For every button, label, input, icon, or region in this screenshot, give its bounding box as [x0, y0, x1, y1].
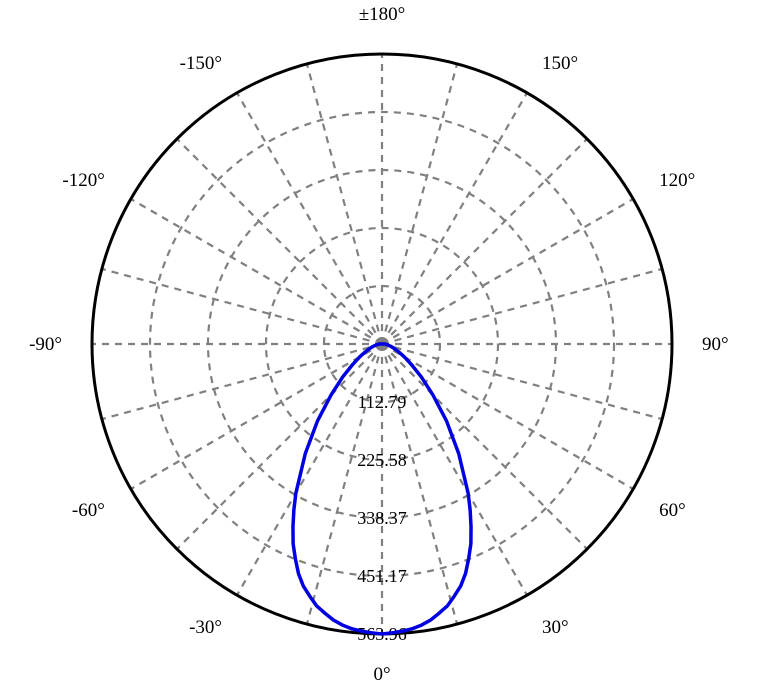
angle-label: -30° — [189, 617, 222, 638]
angle-label: 120° — [659, 170, 695, 191]
angle-label: -90° — [29, 334, 62, 355]
radial-label: 225.58 — [357, 450, 407, 470]
angle-label: 90° — [702, 334, 729, 355]
angle-label: 0° — [373, 664, 390, 685]
radial-label: 112.79 — [358, 392, 407, 412]
angle-label: ±180° — [359, 4, 406, 25]
radial-label: 451.17 — [357, 566, 407, 586]
angle-label: 60° — [659, 500, 686, 521]
angle-label: -60° — [72, 500, 105, 521]
polar-chart: 112.79225.58338.37451.17563.96 ±180°150°… — [0, 0, 764, 689]
radial-label: 338.37 — [357, 508, 407, 528]
angle-label: -120° — [62, 170, 104, 191]
angle-label: 30° — [542, 617, 569, 638]
angle-label: -150° — [180, 53, 222, 74]
angle-label: 150° — [542, 53, 578, 74]
